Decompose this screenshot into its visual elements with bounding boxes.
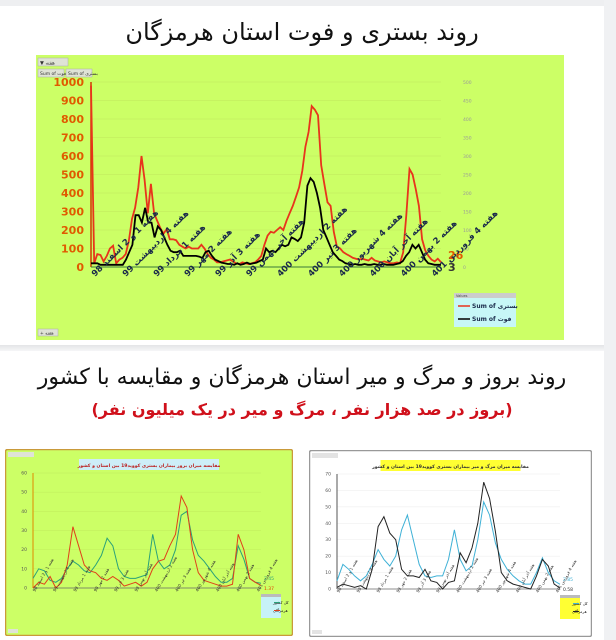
chart-background [36,55,564,340]
filter-button[interactable] [37,57,69,67]
section2-subtitle: (بروز در صد هزار نفر ، مرگ و میر در یک م… [91,400,513,419]
y2-tick-label: 200 [463,191,472,197]
filter-button-label: ▼ هفته [40,61,55,67]
y-tick-label: 60 [325,488,331,494]
footer-tag [8,629,18,633]
legend-header [261,594,281,597]
footer-tag [312,630,322,634]
footer-button[interactable] [37,328,59,337]
y2-tick-label: 250 [463,173,472,179]
main-title: روند بستری و فوت استان هرمزگان [125,18,479,46]
y-tick-label: 200 [61,224,84,237]
last-value-province: 0.58 [563,587,573,593]
y-tick-label: 10 [325,570,331,576]
province-line [336,482,561,590]
mortality-comparison-chart: مقایسه میزان مرگ و میر بیماران بستری کوو… [308,449,593,638]
chart3-svg: مقایسه میزان مرگ و میر بیماران بستری کوو… [308,449,593,638]
y-tick-label: 800 [61,113,84,126]
legend-label: کل کشور [571,601,588,606]
y-tick-label: 1000 [53,76,84,89]
last-value-country: 2.85 [563,577,573,583]
y-tick-label: 0 [328,587,331,593]
legend-header [560,595,580,598]
y2-tick-label: 300 [463,154,472,160]
chart-title: مقایسه میزان مرگ و میر بیماران بستری کوو… [371,463,529,470]
country-line [336,500,561,585]
last-value-province: 1.37 [264,586,274,592]
y-tick-label: 0 [76,261,84,274]
deaths-line [91,176,441,266]
footer-button-label: + هفته [40,331,54,337]
legend-header [454,293,516,298]
y-tick-label: 700 [61,132,84,145]
y2-tick-label: 400 [463,117,472,123]
province-line [32,494,262,589]
last-value-deaths: 3 [448,261,456,274]
y-tick-label: 60 [21,471,27,477]
y2-tick-label: 50 [463,247,469,253]
y2-tick-label: 0 [463,265,466,271]
y-tick-label: 900 [61,95,84,108]
hospitalization-death-chart: ▼ هفته Sum of فوت Sum of بستری 0 0 100 50 200 10… [36,55,564,340]
chart-title-bg [380,460,521,471]
country-line [32,510,262,584]
y-tick-label: 70 [325,472,331,478]
y-tick-label: 0 [24,586,27,592]
y-tick-label: 400 [61,187,84,200]
legend-title: Values [456,294,468,298]
top-strip [0,0,616,6]
y2-tick-label: 450 [463,99,472,105]
section-divider [0,345,604,351]
y-tick-label: 50 [325,504,331,510]
y-tick-label: 30 [325,537,331,543]
legend-label: کل کشور [272,600,289,605]
y-tick-label: 40 [21,509,27,515]
legend-box [261,594,281,618]
chart-title-bg [79,459,219,470]
legend-label: هرمزگان [273,608,288,613]
y-tick-label: 30 [21,528,27,534]
y-tick-label: 100 [61,243,84,256]
field-button[interactable] [37,68,65,78]
incidence-comparison-chart: مقایسه میزان بروز بیماران بستری کووید19 … [4,448,294,637]
chart-tag [312,453,338,458]
y2-tick-label: 150 [463,210,472,216]
legend-box [454,293,516,327]
y-tick-label: 20 [325,554,331,560]
y-tick-label: 300 [61,206,84,219]
chart-title: مقایسه میزان بروز بیماران بستری کووید19 … [77,463,221,469]
y2-tick-label: 500 [463,80,472,86]
chart-background [4,448,294,637]
y-tick-label: 10 [21,566,27,572]
legend-label: Sum of بستری [472,303,518,310]
chart2-svg: مقایسه میزان بروز بیماران بستری کووید19 … [4,448,294,637]
chart-background [308,449,593,638]
y-tick-label: 600 [61,150,84,163]
field-button-label: Sum of بستری [68,71,98,77]
section2-title: روند بروز و مرگ و میر استان هرمزگان و مق… [37,365,567,390]
field-button[interactable] [65,68,93,78]
y2-tick-label: 350 [463,136,472,142]
y-tick-label: 500 [61,169,84,182]
y-tick-label: 40 [325,521,331,527]
last-value-hospitalized: 26 [448,249,464,262]
y2-tick-label: 100 [463,228,472,234]
legend-box [560,595,580,619]
y-tick-label: 20 [21,547,27,553]
chart-tag [8,452,34,457]
hospitalized-line [90,85,442,266]
legend-label: هرمزگان [572,609,587,614]
field-button-label: Sum of فوت [40,71,66,77]
legend-label: Sum of فوت [472,316,512,323]
y-tick-label: 50 [21,490,27,496]
right-scroll-strip [604,0,616,640]
last-value-country: 2.45 [264,576,274,582]
